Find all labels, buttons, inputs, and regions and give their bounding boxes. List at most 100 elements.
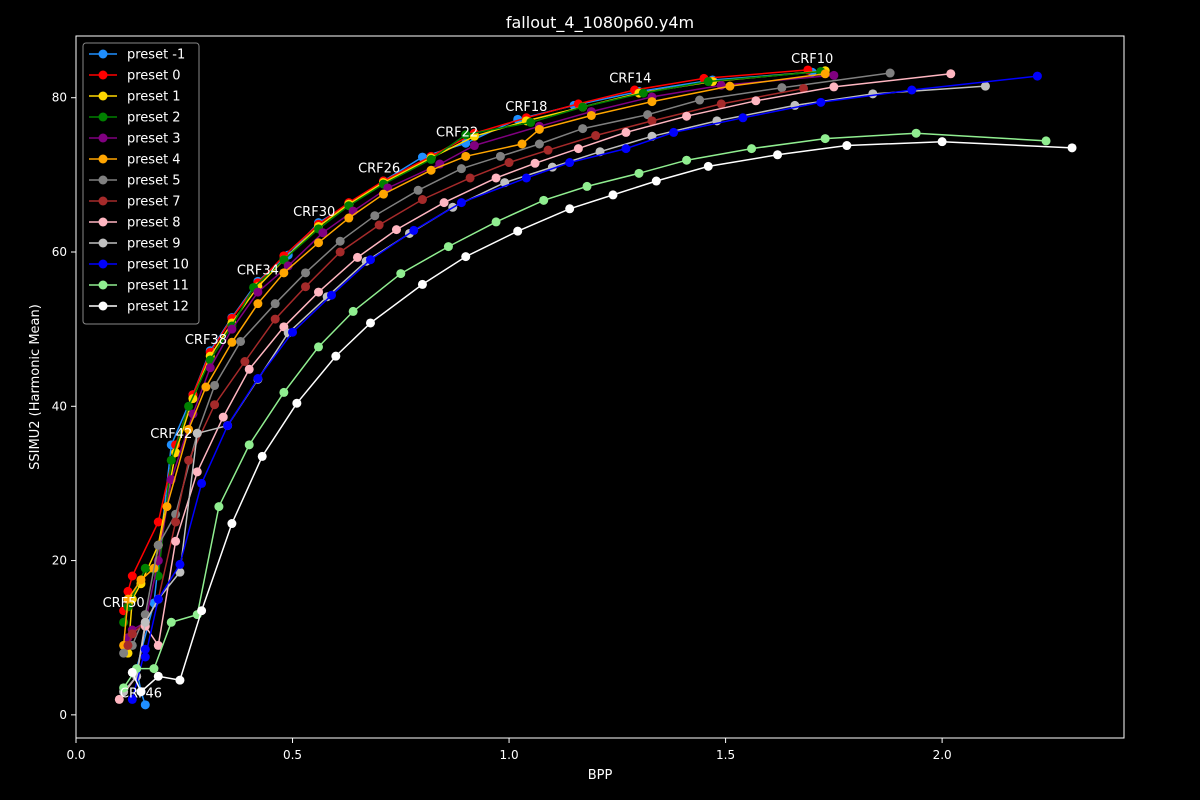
legend-entry: preset 8	[89, 216, 181, 231]
crf-annotation: CRF34	[237, 264, 279, 279]
data-point	[370, 211, 380, 221]
data-point	[244, 440, 254, 450]
data-point	[751, 96, 761, 106]
y-tick-label: 80	[52, 91, 67, 105]
data-point	[521, 173, 531, 183]
data-point	[140, 617, 150, 627]
data-point	[461, 252, 471, 262]
crf-annotations: CRF10 CRF14 CRF18 CRF22 CRF26 CRF30 CRF34 CRF38…	[103, 52, 834, 701]
crf-annotation: CRF22	[436, 125, 478, 140]
data-point	[184, 401, 194, 411]
data-point	[171, 536, 181, 546]
data-point	[119, 648, 129, 658]
data-point	[210, 400, 220, 410]
series-line	[127, 74, 834, 639]
data-point	[829, 82, 839, 92]
data-point	[816, 97, 826, 107]
data-point	[197, 606, 207, 616]
x-axis: 0.0 0.5 1.0 1.5 2.0	[66, 738, 952, 762]
data-point	[175, 567, 185, 577]
data-point	[725, 81, 735, 91]
data-point	[647, 116, 657, 126]
data-point	[695, 95, 705, 105]
series-line	[127, 87, 804, 646]
legend-label: preset 11	[127, 279, 189, 294]
data-point	[171, 517, 181, 527]
data-point	[469, 141, 479, 151]
legend-entry: preset 7	[89, 195, 181, 210]
data-point	[543, 145, 553, 155]
data-point	[777, 83, 787, 93]
data-point	[586, 110, 596, 120]
data-point	[153, 640, 163, 650]
legend-entry: preset 11	[89, 279, 189, 294]
legend-swatch-marker	[98, 112, 108, 122]
data-point	[175, 559, 185, 569]
data-point	[829, 70, 839, 80]
data-point	[578, 124, 588, 134]
data-point	[153, 517, 163, 527]
data-point	[534, 124, 544, 134]
x-tick-label: 2.0	[933, 748, 952, 762]
legend-label: preset 10	[127, 258, 189, 273]
data-point	[140, 563, 150, 573]
data-point	[621, 127, 631, 137]
data-point	[253, 287, 263, 297]
data-point	[218, 412, 228, 422]
data-point	[980, 81, 990, 91]
data-point	[799, 83, 809, 93]
data-point	[136, 687, 146, 697]
data-point	[591, 131, 601, 141]
data-point	[257, 451, 267, 461]
data-point	[565, 158, 575, 168]
data-point	[526, 117, 536, 127]
data-point	[409, 225, 419, 235]
legend-swatch-marker	[98, 259, 108, 269]
data-point	[327, 290, 337, 300]
data-point	[907, 85, 917, 95]
legend-label: preset 2	[127, 111, 181, 126]
data-point	[140, 644, 150, 654]
data-point	[227, 324, 237, 334]
series-preset-1	[123, 66, 830, 658]
data-point	[270, 299, 280, 309]
data-point	[153, 594, 163, 604]
data-point	[426, 154, 436, 164]
legend-swatch-marker	[98, 154, 108, 164]
data-point	[123, 586, 133, 596]
data-point	[205, 363, 215, 373]
data-point	[184, 424, 194, 434]
legend-label: preset 5	[127, 174, 181, 189]
data-point	[456, 198, 466, 208]
data-point	[123, 640, 133, 650]
series-line	[127, 69, 826, 654]
data-point	[153, 540, 163, 550]
crf-annotation: CRF50	[103, 596, 145, 611]
legend-entry: preset 0	[89, 69, 181, 84]
data-point	[842, 141, 852, 151]
data-point	[530, 158, 540, 168]
y-tick-label: 40	[52, 399, 67, 413]
data-point	[461, 130, 471, 140]
data-point	[396, 269, 406, 279]
data-point	[513, 226, 523, 236]
data-point	[175, 675, 185, 685]
data-point	[621, 144, 631, 154]
data-point	[114, 694, 124, 704]
data-point	[240, 357, 250, 367]
data-point	[197, 478, 207, 488]
data-point	[443, 242, 453, 252]
data-point	[868, 89, 878, 99]
legend-entry: preset 2	[89, 111, 181, 126]
data-point	[201, 382, 211, 392]
legend-label: preset 9	[127, 237, 181, 252]
series-preset-4	[119, 69, 830, 650]
legend-swatch-marker	[98, 49, 108, 59]
data-point	[456, 164, 466, 174]
data-point	[335, 247, 345, 257]
data-point	[318, 228, 328, 238]
x-tick-label: 0.0	[66, 748, 85, 762]
y-tick-label: 20	[52, 554, 67, 568]
series-line	[122, 132, 1047, 689]
